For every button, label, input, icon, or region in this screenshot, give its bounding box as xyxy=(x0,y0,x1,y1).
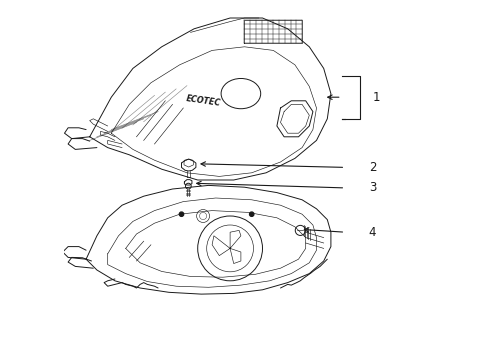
Text: 4: 4 xyxy=(368,226,375,239)
Circle shape xyxy=(249,212,253,216)
Text: 3: 3 xyxy=(368,181,375,194)
Text: ECOTEC: ECOTEC xyxy=(185,94,221,108)
Text: 1: 1 xyxy=(371,91,379,104)
Text: 2: 2 xyxy=(368,161,375,174)
Circle shape xyxy=(179,212,183,216)
